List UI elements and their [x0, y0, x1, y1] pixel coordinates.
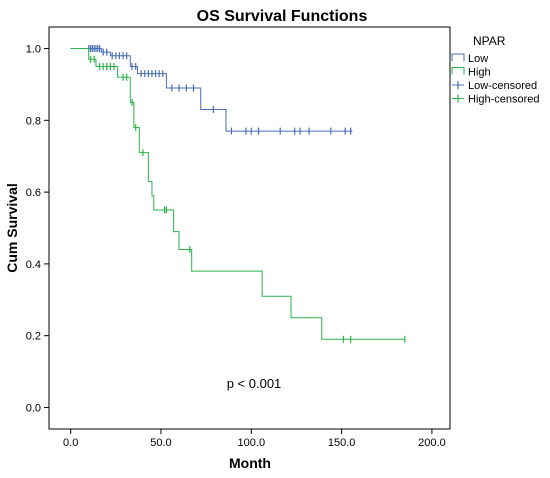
- y-tick-label: 0.8: [26, 115, 41, 127]
- x-tick-label: 150.0: [328, 437, 356, 449]
- x-tick-label: 200.0: [418, 437, 446, 449]
- plot-frame: [48, 26, 451, 430]
- chart-title: OS Survival Functions: [197, 8, 368, 25]
- legend-label-low: Low: [468, 53, 488, 65]
- y-axis: 0.0 0.2 0.4 0.6 0.8 1.0: [26, 44, 49, 414]
- legend-title: NPAR: [473, 34, 506, 48]
- survival-curves: [70, 45, 406, 343]
- curve-high: [70, 48, 405, 340]
- x-tick-label: 100.0: [238, 437, 266, 449]
- x-tick-label: 0.0: [63, 437, 78, 449]
- curve-low: [70, 48, 353, 132]
- x-axis-label: Month: [229, 455, 271, 471]
- legend-label-high: High: [468, 67, 491, 79]
- legend-swatch-low: [451, 53, 465, 61]
- p-value-annotation: p < 0.001: [227, 376, 282, 391]
- x-axis: 0.0 50.0 100.0 150.0 200.0: [63, 429, 446, 449]
- legend-swatch-high: [451, 67, 465, 75]
- y-tick-label: 0.0: [26, 402, 41, 414]
- y-tick-label: 0.2: [26, 331, 41, 343]
- y-axis-label: Cum Survival: [4, 183, 20, 272]
- legend-label-high-censored: High-censored: [468, 94, 540, 106]
- y-tick-label: 0.4: [26, 259, 41, 271]
- x-tick-label: 50.0: [150, 437, 171, 449]
- y-tick-label: 0.6: [26, 187, 41, 199]
- legend-label-low-censored: Low-censored: [468, 80, 537, 92]
- y-tick-label: 1.0: [26, 44, 41, 56]
